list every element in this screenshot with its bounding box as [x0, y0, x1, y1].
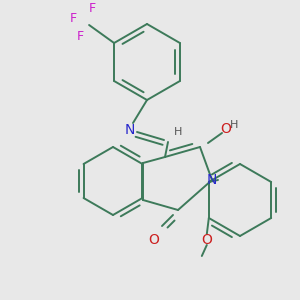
Text: F: F — [70, 11, 77, 25]
Text: O: O — [201, 233, 212, 247]
Text: F: F — [88, 2, 96, 16]
Text: F: F — [76, 31, 84, 44]
Text: N: N — [207, 173, 217, 187]
Text: N: N — [125, 123, 135, 137]
Text: O: O — [148, 233, 159, 247]
Text: H: H — [174, 127, 182, 137]
Text: H: H — [230, 120, 238, 130]
Text: O: O — [220, 122, 231, 136]
